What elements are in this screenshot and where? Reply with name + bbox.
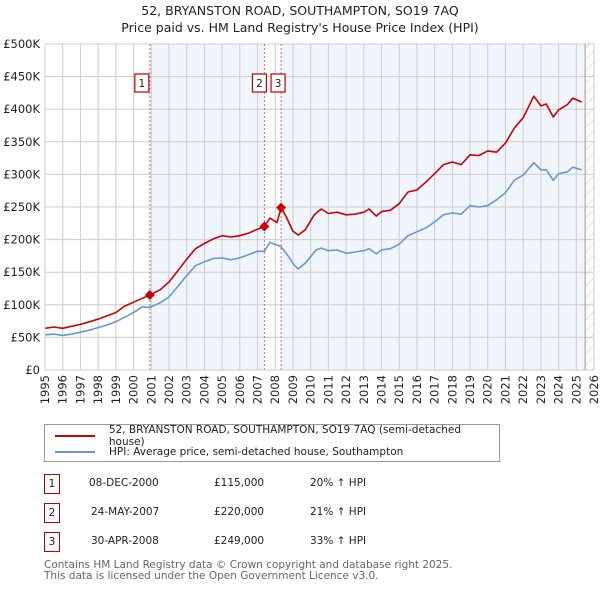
transaction-hpi: 33% ↑ HPI <box>310 535 367 547</box>
x-tick-label: 2018 <box>445 375 459 404</box>
transaction-date: 30-APR-2008 <box>91 535 159 547</box>
x-tick-label: 2012 <box>339 375 353 404</box>
property-price-line <box>44 95 582 330</box>
x-tick-label: 2020 <box>481 375 495 404</box>
x-tick-label: 2004 <box>197 375 211 404</box>
y-tick-label: £500K <box>3 37 40 51</box>
transaction-number: 2 <box>44 503 60 523</box>
sale-3-marker <box>276 202 287 213</box>
x-tick-label: 2013 <box>357 375 371 404</box>
x-tick-label: 2016 <box>410 375 424 404</box>
y-tick-label: £250K <box>3 200 40 214</box>
transaction-hpi: 21% ↑ HPI <box>310 506 367 518</box>
sale-1-marker <box>144 290 155 301</box>
x-tick-label: 2014 <box>374 375 388 404</box>
sale-3-box <box>270 73 286 93</box>
x-tick-label: 1997 <box>73 375 87 404</box>
x-tick-label: 2023 <box>534 375 548 404</box>
transaction-price: £220,000 <box>214 506 265 518</box>
sale-2-box <box>251 73 268 93</box>
attribution-line-1: Contains HM Land Registry data © Crown c… <box>44 559 453 571</box>
x-tick-label: 2007 <box>251 375 265 404</box>
attribution-footer: Contains HM Land Registry data © Crown c… <box>44 560 452 582</box>
legend-item-hpi: HPI: Average price, semi-detached house,… <box>45 444 403 460</box>
sale-1-label: 1 <box>138 78 145 90</box>
x-tick-label: 2005 <box>215 375 229 404</box>
x-tick-label: 2024 <box>552 375 566 404</box>
y-tick-label: £200K <box>3 233 40 247</box>
y-tick-label: £50K <box>11 330 41 344</box>
transaction-number: 3 <box>44 532 60 552</box>
transaction-date: 24-MAY-2007 <box>91 506 160 518</box>
x-tick-label: 2010 <box>304 375 318 404</box>
x-tick-label: 2021 <box>498 375 512 404</box>
y-tick-label: £100K <box>3 298 40 312</box>
transaction-price: £115,000 <box>214 477 265 489</box>
x-tick-label: 1995 <box>38 375 52 404</box>
chart-title: 52, BRYANSTON ROAD, SOUTHAMPTON, SO19 7A… <box>141 3 459 18</box>
x-tick-label: 2002 <box>162 375 176 404</box>
x-tick-label: 2008 <box>268 375 282 404</box>
y-tick-label: £400K <box>3 102 40 116</box>
x-tick-label: 2011 <box>321 375 335 404</box>
transaction-number: 1 <box>44 474 60 494</box>
sale-3-label: 3 <box>275 78 282 90</box>
x-tick-label: 1999 <box>109 375 123 404</box>
x-tick-label: 2009 <box>286 375 300 404</box>
sale-1-box <box>134 73 150 93</box>
transaction-date: 08-DEC-2000 <box>89 477 159 489</box>
x-tick-label: 2017 <box>428 375 442 404</box>
x-tick-label: 2003 <box>180 375 194 404</box>
x-tick-label: 2006 <box>233 375 247 404</box>
transaction-hpi: 20% ↑ HPI <box>310 477 367 489</box>
y-tick-label: £450K <box>3 70 40 84</box>
legend-label-hpi: HPI: Average price, semi-detached house,… <box>109 446 404 458</box>
legend-item-property: 52, BRYANSTON ROAD, SOUTHAMPTON, SO19 7A… <box>45 424 499 448</box>
chart-legend: 52, BRYANSTON ROAD, SOUTHAMPTON, SO19 7A… <box>44 424 500 462</box>
x-tick-label: 2022 <box>516 375 530 404</box>
sale-2-label: 2 <box>256 78 263 90</box>
legend-swatch-property <box>55 435 95 437</box>
x-tick-label: 2001 <box>144 375 158 404</box>
legend-label-property: 52, BRYANSTON ROAD, SOUTHAMPTON, SO19 7A… <box>108 424 462 448</box>
y-tick-label: £300K <box>3 167 40 181</box>
x-tick-label: 1996 <box>56 375 70 404</box>
y-tick-label: £150K <box>3 265 40 279</box>
sale-2-marker <box>259 221 270 232</box>
hpi-line <box>44 161 582 337</box>
x-tick-label: 1998 <box>91 375 105 404</box>
y-tick-label: £0 <box>25 363 40 377</box>
y-tick-label: £350K <box>3 135 40 149</box>
transaction-price: £249,000 <box>214 535 265 547</box>
chart-subtitle: Price paid vs. HM Land Registry's House … <box>121 20 479 35</box>
x-tick-label: 2000 <box>127 375 141 404</box>
legend-swatch-hpi <box>55 451 95 453</box>
x-tick-label: 2026 <box>587 375 600 404</box>
attribution-line-2: This data is licensed under the Open Gov… <box>44 570 379 582</box>
x-tick-label: 2025 <box>569 375 583 404</box>
x-tick-label: 2019 <box>463 375 477 404</box>
x-tick-label: 2015 <box>392 375 406 404</box>
